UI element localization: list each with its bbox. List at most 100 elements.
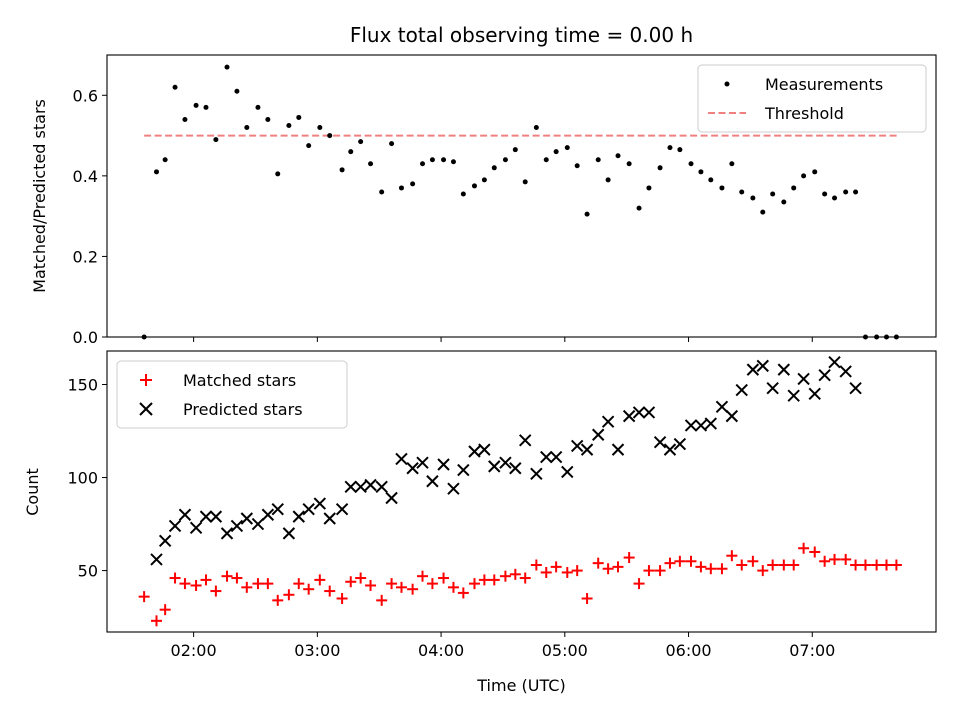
bottom-legend-box <box>116 360 348 429</box>
predicted-star-point <box>220 527 234 540</box>
predicted-star-point <box>447 482 460 495</box>
predicted-star-point <box>240 512 254 525</box>
predicted-star-point <box>344 480 357 494</box>
predicted-star-point <box>540 450 553 464</box>
predicted-star-point <box>570 439 584 453</box>
measurement-point <box>502 157 508 163</box>
matched-star-point <box>829 553 841 565</box>
matched-star-point <box>324 585 336 597</box>
y-tick-label: 100 <box>67 469 98 488</box>
matched-star-point <box>736 559 748 571</box>
predicted-star-point <box>271 502 284 516</box>
y-tick-label: 0.4 <box>73 167 98 186</box>
matched-star-point <box>303 583 315 595</box>
matched-star-point <box>169 572 181 584</box>
measurement-point <box>379 189 385 195</box>
predicted-star-point <box>354 480 367 494</box>
predicted-star-point <box>499 456 512 469</box>
measurement-point <box>636 205 642 211</box>
predicted-star-point <box>777 363 791 376</box>
measurement-point <box>255 104 261 110</box>
legend-predicted-marker <box>139 402 153 416</box>
measurement-point <box>884 334 890 340</box>
predicted-star-point <box>530 467 543 481</box>
measurement-point <box>822 191 828 197</box>
measurement-point <box>564 145 570 151</box>
bottom-axis-ticks: 50 100 150 02:00 03:00 04:00 05:00 06:00 07:00 <box>67 375 835 660</box>
measurement-point <box>729 161 735 167</box>
y-tick-label: 50 <box>78 562 98 581</box>
measurement-point <box>460 191 466 197</box>
predicted-star-point <box>673 437 687 451</box>
predicted-star-point <box>313 497 327 510</box>
measurement-point <box>615 153 621 159</box>
measurement-point <box>398 185 404 191</box>
measurement-point <box>234 88 240 94</box>
predicted-star-point <box>704 417 718 430</box>
measurement-point <box>265 116 271 122</box>
top-legend: Measurements Threshold <box>697 64 927 133</box>
matched-star-point <box>179 578 191 590</box>
matched-star-point <box>283 589 295 601</box>
measurement-point <box>553 149 559 155</box>
matched-star-point <box>499 570 511 582</box>
matched-star-point <box>200 574 212 586</box>
measurement-point <box>874 334 880 340</box>
matched-stars-points <box>138 542 902 627</box>
predicted-star-point <box>828 355 841 369</box>
x-tick-label: 02:00 <box>171 641 217 660</box>
measurement-point <box>317 125 323 131</box>
matched-star-point <box>664 557 676 569</box>
matched-star-point <box>365 579 377 591</box>
predicted-star-point <box>406 462 419 475</box>
predicted-star-point <box>592 428 605 441</box>
measurement-point <box>584 211 590 217</box>
measurement-point <box>141 334 147 340</box>
legend-predicted-label: Predicted stars <box>183 400 303 419</box>
predicted-star-point <box>580 443 594 456</box>
matched-star-point <box>407 583 419 595</box>
measurement-point <box>677 147 683 153</box>
predicted-star-point <box>735 383 748 397</box>
y-tick-label: 0.2 <box>73 247 98 266</box>
measurement-point <box>193 102 199 108</box>
measurement-point <box>605 177 611 183</box>
matched-star-point <box>674 555 686 567</box>
predicted-star-point <box>849 382 862 395</box>
matched-star-point <box>519 572 531 584</box>
predicted-star-point <box>457 463 470 477</box>
matched-star-point <box>478 574 490 586</box>
measurement-point <box>471 183 477 189</box>
matched-star-point <box>293 578 305 590</box>
legend-measurements-marker <box>724 81 730 87</box>
measurement-point <box>213 137 219 143</box>
matched-star-point <box>345 576 357 588</box>
matched-star-point <box>571 565 583 577</box>
measurement-point <box>812 169 818 175</box>
y-tick-label: 0.6 <box>73 86 98 105</box>
predicted-star-point <box>622 409 636 423</box>
legend-matched-marker <box>140 374 152 386</box>
legend-measurements-label: Measurements <box>765 75 883 94</box>
matched-star-point <box>272 594 284 606</box>
matched-star-point <box>859 559 871 571</box>
measurement-point <box>368 161 374 167</box>
matched-star-point <box>509 568 521 580</box>
measurement-point <box>203 104 209 110</box>
predicted-star-point <box>684 419 698 432</box>
bottom-panel: 50 100 150 02:00 03:00 04:00 05:00 06:00 07:00 C… <box>23 350 937 695</box>
predicted-star-point <box>416 456 429 469</box>
measurement-point <box>750 195 756 201</box>
measurement-point <box>162 157 168 163</box>
measurement-point <box>481 177 487 183</box>
measurement-point <box>770 191 776 197</box>
measurement-point <box>420 161 426 167</box>
matched-star-point <box>561 566 573 578</box>
matched-star-point <box>447 581 459 593</box>
predicted-star-point <box>488 460 501 473</box>
measurement-point <box>667 145 673 151</box>
top-axis-ticks: 0.0 0.2 0.4 0.6 <box>73 86 813 347</box>
bottom-plot-frame <box>106 350 937 633</box>
predicted-star-point <box>746 363 760 376</box>
measurement-point <box>781 199 787 205</box>
